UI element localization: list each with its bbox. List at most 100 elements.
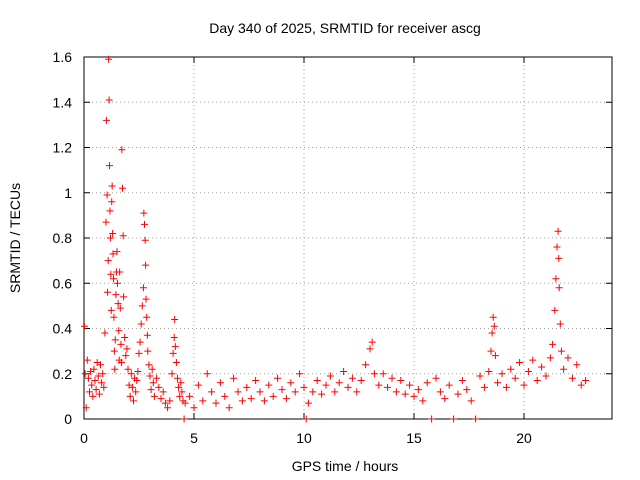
data-point-marker bbox=[225, 404, 233, 412]
data-point-marker bbox=[556, 320, 564, 328]
x-tick-label: 5 bbox=[190, 430, 198, 446]
data-point-marker bbox=[99, 370, 107, 378]
data-point-marker bbox=[116, 304, 124, 312]
y-tick-label: 0.2 bbox=[53, 366, 73, 382]
data-point-marker bbox=[362, 361, 370, 369]
data-point-marker bbox=[313, 377, 321, 385]
data-point-marker bbox=[553, 243, 561, 251]
data-point-marker bbox=[331, 388, 339, 396]
data-point-marker bbox=[108, 182, 116, 190]
data-point-marker bbox=[113, 279, 121, 287]
data-point-marker bbox=[577, 381, 585, 389]
data-point-marker bbox=[282, 395, 290, 403]
data-point-marker bbox=[145, 361, 153, 369]
data-point-marker bbox=[419, 397, 427, 405]
data-point-marker bbox=[199, 397, 207, 405]
data-point-marker bbox=[104, 257, 112, 265]
data-point-marker bbox=[555, 284, 563, 292]
data-point-marker bbox=[557, 347, 565, 355]
data-point-marker bbox=[138, 302, 146, 310]
data-point-marker bbox=[177, 379, 185, 387]
data-point-marker bbox=[106, 162, 114, 170]
data-point-marker bbox=[155, 383, 163, 391]
data-point-marker bbox=[90, 365, 98, 373]
data-point-marker bbox=[141, 220, 148, 228]
data-point-marker bbox=[274, 374, 282, 382]
data-point-marker bbox=[169, 349, 177, 357]
data-point-marker bbox=[302, 415, 310, 423]
data-point-marker bbox=[344, 383, 352, 391]
data-point-marker bbox=[113, 248, 121, 256]
data-point-marker bbox=[176, 392, 184, 400]
data-point-marker bbox=[102, 116, 110, 124]
data-point-marker bbox=[410, 392, 418, 400]
data-point-marker bbox=[291, 388, 299, 396]
data-point-marker bbox=[472, 415, 480, 423]
data-point-marker bbox=[130, 397, 137, 405]
data-point-marker bbox=[144, 347, 152, 355]
data-point-marker bbox=[278, 386, 286, 394]
data-point-marker bbox=[538, 363, 546, 371]
data-point-marker bbox=[392, 388, 400, 396]
data-point-marker bbox=[166, 397, 174, 405]
data-point-marker bbox=[542, 372, 550, 380]
data-point-marker bbox=[140, 209, 148, 217]
data-point-marker bbox=[92, 386, 100, 394]
data-point-marker bbox=[458, 377, 466, 385]
data-point-marker bbox=[108, 198, 116, 206]
data-point-marker bbox=[181, 399, 189, 407]
data-point-marker bbox=[109, 229, 117, 237]
data-point-marker bbox=[141, 236, 149, 244]
data-point-marker bbox=[441, 395, 449, 403]
y-tick-label: 0.6 bbox=[53, 275, 73, 291]
data-point-marker bbox=[110, 347, 118, 355]
data-point-marker bbox=[123, 345, 131, 353]
data-point-marker bbox=[564, 354, 572, 362]
data-point-marker bbox=[150, 392, 158, 400]
data-point-marker bbox=[120, 293, 128, 301]
data-point-marker bbox=[89, 392, 97, 400]
data-point-marker bbox=[190, 404, 198, 412]
data-point-marker bbox=[132, 388, 140, 396]
data-point-marker bbox=[560, 365, 568, 373]
data-point-marker bbox=[549, 340, 557, 348]
data-point-marker bbox=[432, 374, 440, 382]
data-point-marker bbox=[573, 361, 581, 369]
data-point-marker bbox=[463, 386, 471, 394]
data-point-marker bbox=[114, 300, 122, 308]
data-point-marker bbox=[180, 415, 188, 423]
data-point-marker bbox=[375, 381, 383, 389]
data-point-marker bbox=[148, 365, 156, 373]
data-point-marker bbox=[524, 367, 532, 375]
data-point-marker bbox=[397, 377, 405, 385]
y-tick-label: 0 bbox=[64, 411, 72, 427]
data-point-marker bbox=[296, 370, 304, 378]
data-point-marker bbox=[490, 322, 498, 330]
data-point-marker bbox=[582, 377, 590, 385]
data-point-marker bbox=[91, 377, 99, 385]
data-point-marker bbox=[117, 358, 125, 366]
data-point-marker bbox=[555, 254, 563, 262]
data-point-marker bbox=[529, 356, 537, 364]
data-point-marker bbox=[379, 370, 387, 378]
y-axis-label: SRMTID / TECUs bbox=[7, 183, 23, 293]
data-point-marker bbox=[98, 379, 106, 387]
data-point-marker bbox=[119, 184, 126, 192]
data-point-marker bbox=[554, 227, 562, 235]
data-point-marker bbox=[124, 365, 132, 373]
data-point-marker bbox=[104, 288, 112, 296]
axis-ticks: 0 0.2 0.4 0.6 0.8 1 1.2 1.4 1.6 0 5 10 15 20 bbox=[53, 49, 612, 446]
data-point-marker bbox=[117, 340, 125, 348]
data-point-marker bbox=[216, 379, 224, 387]
data-point-marker bbox=[368, 338, 376, 346]
data-point-marker bbox=[80, 322, 88, 330]
data-point-marker bbox=[370, 370, 378, 378]
x-tick-label: 20 bbox=[516, 430, 532, 446]
data-point-marker bbox=[511, 374, 519, 382]
data-point-marker bbox=[485, 367, 493, 375]
data-point-marker bbox=[551, 306, 559, 314]
data-point-marker bbox=[164, 404, 172, 412]
data-point-marker bbox=[256, 388, 264, 396]
data-point-marker bbox=[221, 392, 229, 400]
data-point-marker bbox=[194, 381, 202, 389]
